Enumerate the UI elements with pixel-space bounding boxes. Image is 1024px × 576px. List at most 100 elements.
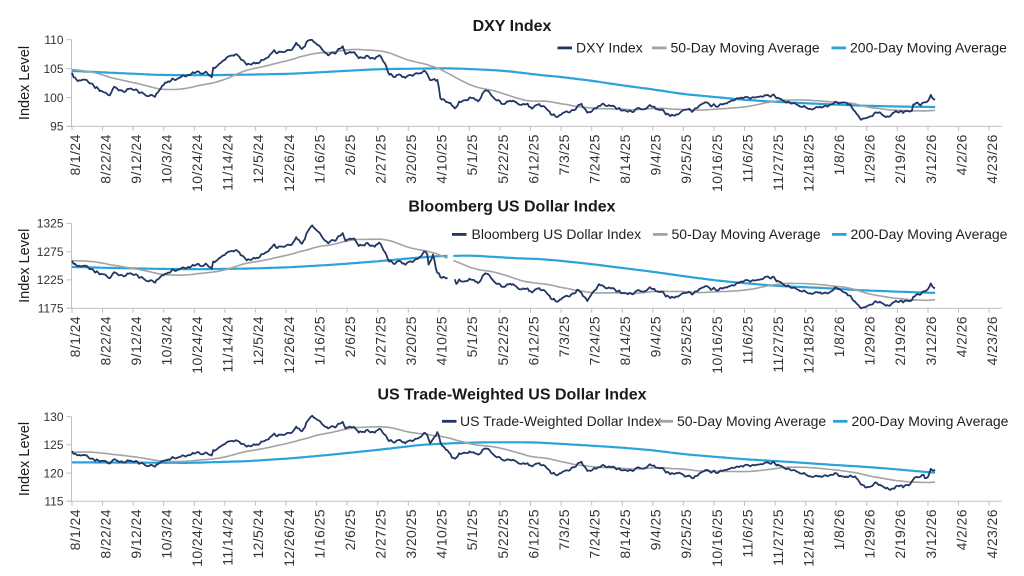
svg-text:7/3/25: 7/3/25 (556, 134, 572, 175)
svg-text:10/3/24: 10/3/24 (159, 509, 175, 559)
svg-text:Index Level: Index Level (17, 422, 33, 496)
svg-text:1/16/25: 1/16/25 (311, 509, 327, 559)
svg-text:4/2/26: 4/2/26 (953, 316, 969, 357)
svg-text:12/26/24: 12/26/24 (281, 316, 297, 374)
svg-text:5/22/25: 5/22/25 (495, 316, 511, 366)
svg-text:3/12/26: 3/12/26 (923, 316, 939, 366)
svg-text:200-Day Moving Average: 200-Day Moving Average (850, 39, 1007, 55)
svg-text:95: 95 (50, 120, 64, 134)
svg-text:7/24/25: 7/24/25 (587, 509, 603, 559)
svg-text:10/16/25: 10/16/25 (709, 316, 725, 374)
svg-text:11/27/25: 11/27/25 (770, 134, 786, 191)
svg-text:1225: 1225 (37, 273, 64, 287)
svg-text:12/26/24: 12/26/24 (281, 134, 297, 192)
svg-text:11/6/25: 11/6/25 (739, 509, 755, 557)
svg-text:1/29/26: 1/29/26 (862, 509, 878, 559)
svg-text:2/27/25: 2/27/25 (373, 134, 389, 184)
svg-text:1175: 1175 (38, 302, 64, 316)
svg-text:6/12/25: 6/12/25 (525, 509, 541, 559)
svg-text:3/12/26: 3/12/26 (923, 134, 939, 184)
svg-text:105: 105 (43, 62, 63, 76)
svg-text:8/14/25: 8/14/25 (617, 134, 633, 184)
svg-text:8/14/25: 8/14/25 (617, 316, 633, 366)
svg-text:50-Day Moving Average: 50-Day Moving Average (677, 413, 826, 429)
svg-text:1/29/26: 1/29/26 (862, 316, 878, 366)
svg-text:10/3/24: 10/3/24 (159, 134, 175, 184)
svg-text:4/2/26: 4/2/26 (953, 509, 969, 550)
svg-text:10/24/24: 10/24/24 (189, 316, 205, 374)
svg-text:5/1/25: 5/1/25 (464, 134, 480, 175)
svg-text:1/8/26: 1/8/26 (831, 316, 847, 357)
svg-text:9/12/24: 9/12/24 (128, 316, 144, 366)
svg-text:10/16/25: 10/16/25 (709, 509, 725, 567)
svg-text:2/27/25: 2/27/25 (373, 316, 389, 366)
svg-text:200-Day Moving Average: 200-Day Moving Average (851, 226, 1008, 242)
svg-text:2/6/25: 2/6/25 (342, 509, 358, 550)
svg-text:12/18/25: 12/18/25 (801, 316, 817, 374)
svg-text:1275: 1275 (37, 245, 64, 259)
svg-text:3/12/26: 3/12/26 (923, 509, 939, 559)
svg-text:1325: 1325 (37, 217, 64, 231)
svg-text:12/5/24: 12/5/24 (250, 134, 266, 184)
svg-text:9/4/25: 9/4/25 (648, 316, 664, 357)
svg-text:12/5/24: 12/5/24 (250, 316, 266, 366)
svg-text:7/3/25: 7/3/25 (556, 509, 572, 550)
svg-text:4/2/26: 4/2/26 (953, 134, 969, 175)
svg-text:4/10/25: 4/10/25 (434, 509, 450, 559)
svg-text:3/20/25: 3/20/25 (403, 509, 419, 559)
svg-text:12/5/24: 12/5/24 (250, 509, 266, 559)
svg-text:110: 110 (44, 33, 63, 47)
svg-text:6/12/25: 6/12/25 (525, 134, 541, 184)
svg-text:5/22/25: 5/22/25 (495, 509, 511, 559)
svg-text:9/25/25: 9/25/25 (678, 316, 694, 366)
svg-text:5/1/25: 5/1/25 (464, 316, 480, 357)
svg-text:DXY Index: DXY Index (473, 18, 552, 35)
svg-text:10/16/25: 10/16/25 (709, 134, 725, 192)
svg-text:7/24/25: 7/24/25 (587, 134, 603, 184)
svg-text:2/19/26: 2/19/26 (892, 134, 908, 184)
svg-text:1/16/25: 1/16/25 (311, 134, 327, 184)
svg-text:8/1/24: 8/1/24 (67, 316, 83, 357)
svg-text:1/16/25: 1/16/25 (311, 316, 327, 366)
svg-text:2/19/26: 2/19/26 (892, 509, 908, 559)
svg-text:12/26/24: 12/26/24 (281, 509, 297, 567)
svg-text:1/8/26: 1/8/26 (831, 509, 847, 550)
svg-text:9/4/25: 9/4/25 (648, 134, 664, 175)
svg-text:4/23/26: 4/23/26 (984, 134, 1000, 184)
svg-text:2/6/25: 2/6/25 (342, 316, 358, 357)
svg-text:10/24/24: 10/24/24 (189, 134, 205, 192)
svg-text:50-Day Moving Average: 50-Day Moving Average (672, 226, 821, 242)
svg-text:100: 100 (43, 91, 63, 105)
svg-text:7/24/25: 7/24/25 (587, 316, 603, 366)
svg-text:2/27/25: 2/27/25 (373, 509, 389, 559)
svg-text:200-Day Moving Average: 200-Day Moving Average (852, 413, 1009, 429)
svg-text:Index Level: Index Level (17, 46, 33, 120)
svg-text:50-Day Moving Average: 50-Day Moving Average (671, 39, 820, 55)
svg-text:11/14/24: 11/14/24 (220, 134, 236, 191)
svg-text:9/25/25: 9/25/25 (678, 509, 694, 559)
svg-text:125: 125 (43, 438, 63, 452)
svg-text:Bloomberg US Dollar Index: Bloomberg US Dollar Index (472, 226, 642, 242)
svg-text:9/12/24: 9/12/24 (128, 134, 144, 184)
svg-text:4/10/25: 4/10/25 (434, 316, 450, 366)
svg-text:8/22/24: 8/22/24 (97, 509, 113, 559)
svg-text:5/1/25: 5/1/25 (464, 509, 480, 550)
svg-text:8/14/25: 8/14/25 (617, 509, 633, 559)
svg-text:12/18/25: 12/18/25 (801, 509, 817, 567)
svg-text:Index Level: Index Level (17, 229, 33, 303)
svg-text:DXY Index: DXY Index (576, 39, 643, 55)
svg-text:9/4/25: 9/4/25 (648, 509, 664, 550)
svg-text:8/22/24: 8/22/24 (97, 316, 113, 366)
svg-text:9/25/25: 9/25/25 (678, 134, 694, 184)
svg-text:120: 120 (43, 466, 63, 480)
svg-text:3/20/25: 3/20/25 (403, 134, 419, 184)
svg-text:8/22/24: 8/22/24 (97, 134, 113, 184)
svg-text:4/23/26: 4/23/26 (984, 316, 1000, 366)
svg-text:5/22/25: 5/22/25 (495, 134, 511, 184)
svg-text:1/29/26: 1/29/26 (862, 134, 878, 184)
svg-text:11/6/25: 11/6/25 (739, 316, 755, 364)
svg-text:9/12/24: 9/12/24 (128, 509, 144, 559)
svg-text:4/23/26: 4/23/26 (984, 509, 1000, 559)
svg-text:6/12/25: 6/12/25 (525, 316, 541, 366)
svg-text:4/10/25: 4/10/25 (434, 134, 450, 184)
